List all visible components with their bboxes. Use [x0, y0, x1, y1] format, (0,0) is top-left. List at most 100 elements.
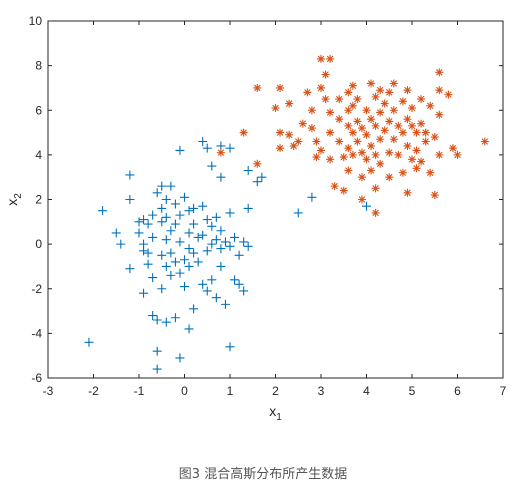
- asterisk-marker: [348, 81, 357, 90]
- asterisk-marker: [435, 110, 444, 119]
- asterisk-marker: [271, 104, 280, 113]
- plus-marker: [152, 188, 162, 198]
- plus-marker: [202, 286, 212, 296]
- asterisk-marker: [353, 95, 362, 104]
- x-tick-label: 4: [363, 384, 370, 398]
- asterisk-marker: [335, 115, 344, 124]
- plus-marker: [157, 284, 167, 294]
- asterisk-marker: [367, 166, 376, 175]
- asterisk-marker: [398, 168, 407, 177]
- asterisk-marker: [408, 104, 416, 113]
- plus-marker: [362, 201, 371, 211]
- plus-marker: [175, 237, 185, 247]
- asterisk-marker: [435, 86, 444, 95]
- plus-marker: [211, 212, 221, 222]
- plus-marker: [98, 206, 108, 216]
- plus-marker: [184, 261, 194, 271]
- y-tick-label: 6: [35, 103, 42, 117]
- asterisk-marker: [430, 133, 439, 142]
- asterisk-marker: [348, 150, 357, 159]
- plus-marker: [225, 241, 235, 251]
- asterisk-marker: [307, 106, 316, 115]
- x-tick-label: -1: [134, 384, 145, 398]
- asterisk-marker: [389, 135, 398, 144]
- asterisk-marker: [289, 141, 298, 150]
- asterisk-marker: [298, 119, 307, 128]
- plus-marker: [139, 288, 149, 298]
- asterisk-marker: [216, 148, 225, 157]
- x-tick-label: -3: [43, 384, 54, 398]
- plus-marker: [152, 364, 162, 374]
- asterisk-marker: [417, 157, 426, 166]
- plot-area: [47, 20, 504, 379]
- plus-marker: [125, 170, 135, 180]
- plus-marker: [252, 177, 262, 187]
- x-axis-label-base: x: [269, 403, 276, 419]
- plus-marker: [189, 203, 199, 213]
- plus-marker: [230, 275, 240, 285]
- plus-marker: [234, 279, 244, 289]
- asterisk-marker: [330, 182, 339, 191]
- asterisk-marker: [317, 83, 325, 92]
- plus-marker: [198, 279, 208, 289]
- plus-marker: [207, 239, 217, 249]
- plus-marker: [134, 228, 144, 238]
- asterisk-marker: [389, 106, 398, 115]
- plus-marker: [193, 232, 203, 242]
- asterisk-marker: [403, 188, 412, 197]
- plus-marker: [166, 270, 176, 280]
- plus-marker: [152, 346, 162, 356]
- asterisk-marker: [371, 184, 380, 193]
- asterisk-marker: [453, 150, 462, 159]
- asterisk-marker: [344, 144, 353, 153]
- plus-marker: [148, 273, 158, 283]
- y-tick-label: 0: [35, 237, 42, 251]
- plus-marker: [193, 257, 203, 267]
- asterisk-marker: [367, 115, 376, 124]
- asterisk-marker: [353, 117, 362, 126]
- asterisk-marker: [480, 137, 489, 146]
- asterisk-marker: [448, 144, 457, 153]
- x-axis-label-subscript: 1: [276, 412, 282, 423]
- plus-marker: [157, 250, 167, 260]
- plus-marker: [207, 161, 217, 171]
- asterisk-marker: [426, 168, 435, 177]
- plus-marker: [166, 226, 176, 236]
- asterisk-marker: [344, 166, 353, 175]
- asterisk-marker: [276, 144, 285, 153]
- x-axis-label: x1: [269, 403, 282, 423]
- plus-marker: [257, 172, 267, 182]
- y-tick-label: -4: [31, 326, 42, 340]
- y-tick-label: -2: [31, 282, 42, 296]
- asterisk-marker: [348, 128, 357, 137]
- plus-marker: [175, 353, 185, 363]
- asterisk-marker: [253, 159, 262, 168]
- asterisk-marker: [417, 119, 426, 128]
- asterisk-marker: [385, 117, 394, 126]
- asterisk-marker: [307, 124, 316, 133]
- plus-marker: [184, 244, 194, 254]
- plus-marker: [202, 246, 212, 256]
- asterisk-marker: [326, 128, 335, 137]
- plus-marker: [125, 264, 135, 274]
- asterisk-marker: [371, 92, 380, 101]
- asterisk-marker: [344, 121, 353, 130]
- asterisk-marker: [344, 88, 353, 97]
- plus-marker: [139, 246, 149, 256]
- asterisk-marker: [357, 124, 366, 133]
- asterisk-marker: [435, 68, 444, 77]
- plus-marker: [180, 255, 189, 265]
- plus-marker: [243, 165, 253, 175]
- asterisk-marker: [335, 137, 344, 146]
- plus-marker: [170, 219, 180, 229]
- plus-marker: [216, 244, 226, 254]
- asterisk-marker: [312, 153, 321, 162]
- asterisk-marker: [317, 146, 325, 155]
- plus-marker: [111, 228, 121, 238]
- plus-marker: [239, 237, 249, 247]
- plus-marker: [116, 239, 126, 249]
- asterisk-marker: [421, 137, 430, 146]
- plus-marker: [239, 286, 249, 296]
- plus-marker: [157, 217, 167, 227]
